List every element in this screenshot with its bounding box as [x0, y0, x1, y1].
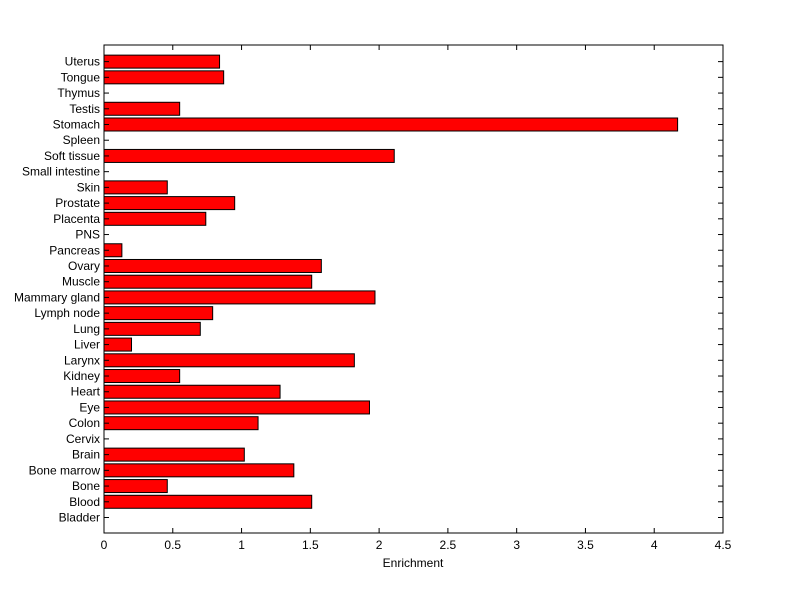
- bar: [103, 306, 214, 321]
- x-tick-label: 3.5: [577, 538, 594, 552]
- y-tick-label: Eye: [79, 400, 100, 414]
- y-tick-label: Skin: [77, 180, 100, 194]
- y-tick-label: Lymph node: [34, 306, 100, 320]
- bar: [103, 274, 313, 289]
- y-tick-label: Liver: [74, 338, 100, 352]
- bar: [103, 321, 201, 336]
- y-tick-label: Brain: [72, 448, 100, 462]
- y-tick-label: Tongue: [61, 70, 101, 84]
- y-tick-label: Stomach: [53, 118, 100, 132]
- bar: [103, 180, 168, 195]
- y-tick-label: Bladder: [59, 511, 100, 525]
- bar: [103, 369, 181, 384]
- y-tick-label: Colon: [69, 416, 100, 430]
- y-tick-label: Bone: [72, 479, 100, 493]
- x-tick-label: 2: [376, 538, 383, 552]
- bar: [103, 416, 259, 431]
- y-tick-label: Muscle: [62, 275, 100, 289]
- bar: [103, 258, 322, 273]
- x-tick-label: 1: [238, 538, 245, 552]
- x-tick-label: 4.5: [715, 538, 732, 552]
- bar: [103, 117, 679, 132]
- bar: [103, 479, 168, 494]
- bar: [103, 353, 355, 368]
- y-tick-label: Heart: [71, 385, 101, 399]
- y-tick-label: Mammary gland: [14, 290, 100, 304]
- y-tick-label: Blood: [69, 495, 100, 509]
- y-tick-label: Lung: [73, 322, 100, 336]
- y-tick-label: Cervix: [66, 432, 100, 446]
- y-tick-label: Testis: [69, 102, 100, 116]
- bar: [103, 148, 395, 163]
- x-axis-title: Enrichment: [383, 556, 444, 570]
- y-tick-label: Uterus: [65, 55, 100, 69]
- y-tick-label: Prostate: [55, 196, 100, 210]
- bar: [103, 447, 245, 462]
- y-tick-label: Placenta: [53, 212, 100, 226]
- y-tick-label: Larynx: [64, 353, 100, 367]
- x-tick-label: 2.5: [440, 538, 457, 552]
- y-tick-label: Soft tissue: [44, 149, 100, 163]
- x-tick-label: 1.5: [302, 538, 319, 552]
- x-tick-label: 3: [513, 538, 520, 552]
- bar: [103, 384, 281, 399]
- bar: [103, 196, 236, 211]
- ticks-layer: [103, 45, 724, 533]
- bar: [103, 494, 313, 509]
- bar: [103, 54, 221, 69]
- x-tick-label: 4: [651, 538, 658, 552]
- x-tick-label: 0.5: [164, 538, 181, 552]
- bar: [103, 101, 181, 116]
- y-tick-label: Thymus: [57, 86, 100, 100]
- y-tick-label: Spleen: [63, 133, 100, 147]
- bar: [103, 463, 295, 478]
- bar: [103, 70, 225, 85]
- y-tick-label: Bone marrow: [29, 463, 101, 477]
- y-tick-label: Ovary: [68, 259, 100, 273]
- y-tick-label: Small intestine: [22, 165, 100, 179]
- bar: [103, 290, 376, 305]
- y-tick-label: Kidney: [63, 369, 100, 383]
- y-tick-label: Pancreas: [49, 243, 100, 257]
- bar: [103, 211, 207, 226]
- y-tick-label: PNS: [75, 228, 100, 242]
- plot-frame: [103, 44, 724, 534]
- x-tick-label: 0: [101, 538, 108, 552]
- bar: [103, 400, 370, 415]
